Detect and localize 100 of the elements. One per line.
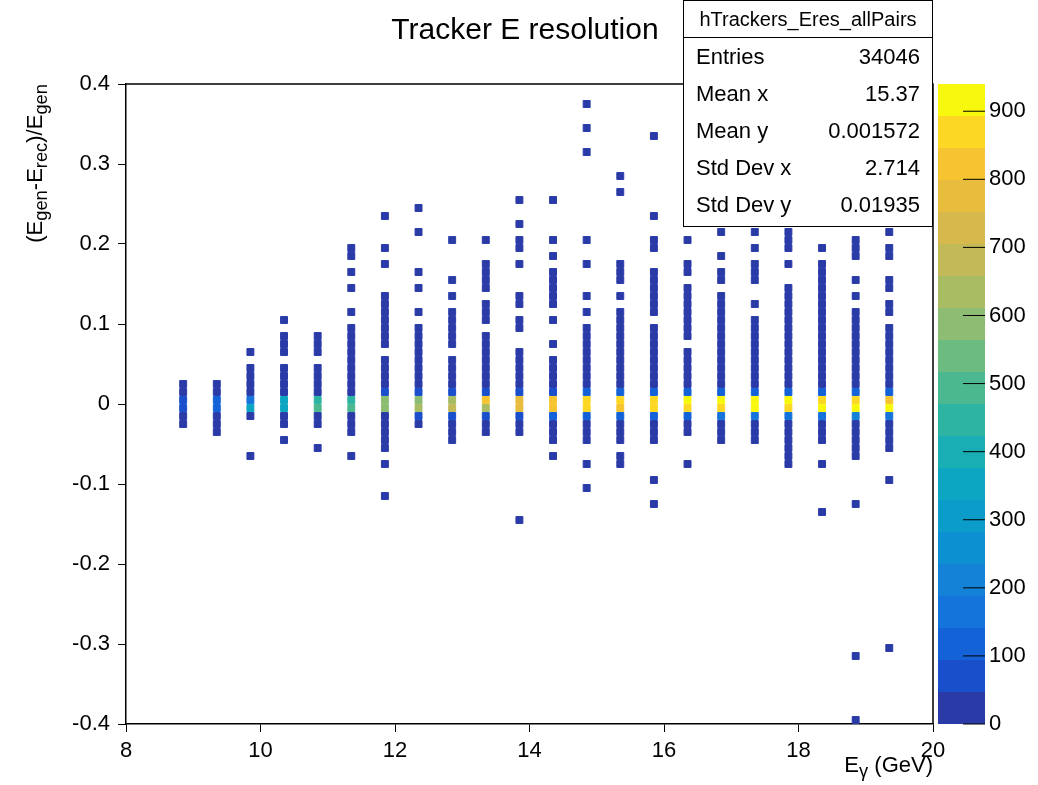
point (885, 412, 894, 420)
point (649, 476, 658, 484)
point (582, 364, 591, 372)
point (851, 356, 860, 364)
point (481, 412, 490, 420)
point (448, 428, 457, 436)
point (448, 364, 457, 372)
point (616, 428, 625, 436)
point (649, 428, 658, 436)
point (885, 244, 894, 252)
point (380, 332, 389, 340)
point (347, 420, 356, 428)
point (582, 148, 591, 156)
point (885, 284, 894, 292)
point (549, 196, 557, 204)
text: Std Dev y 0.01935 (696, 192, 920, 217)
point (784, 292, 793, 300)
point (784, 380, 793, 388)
point (280, 332, 288, 340)
point (280, 388, 288, 396)
point (481, 300, 490, 308)
point (448, 276, 457, 284)
x-tick-label: 14 (517, 737, 542, 763)
point (717, 300, 726, 308)
color-bar-label: 700 (989, 233, 1026, 259)
point (851, 380, 860, 388)
point (246, 348, 255, 356)
point (885, 324, 894, 332)
point (582, 124, 591, 132)
point (851, 428, 860, 436)
point (885, 228, 894, 236)
point (616, 356, 625, 364)
point (448, 380, 457, 388)
point (851, 500, 860, 508)
point (246, 380, 255, 388)
point (784, 396, 793, 404)
point (818, 316, 826, 324)
point (683, 236, 692, 244)
point (649, 364, 658, 372)
point (448, 308, 457, 316)
point (717, 372, 726, 380)
point (750, 348, 759, 356)
point (750, 332, 759, 340)
color-bar-label: 300 (989, 505, 1026, 531)
point (717, 388, 726, 396)
point (246, 404, 255, 412)
point (683, 420, 692, 428)
point (448, 412, 457, 420)
point (515, 316, 524, 324)
point (649, 244, 658, 252)
point (616, 420, 625, 428)
point (515, 364, 524, 372)
point (885, 420, 894, 428)
x-tick-label: 18 (786, 737, 811, 763)
y-tick-label: 0 (97, 390, 110, 416)
point (313, 396, 322, 404)
point (246, 372, 255, 380)
point (515, 388, 524, 396)
point (683, 404, 692, 412)
point (347, 412, 356, 420)
point (616, 364, 625, 372)
point (683, 284, 692, 292)
point (313, 412, 322, 420)
point (851, 332, 860, 340)
point (616, 324, 625, 332)
point (347, 372, 356, 380)
point (414, 356, 423, 364)
point (347, 428, 356, 436)
point (549, 436, 557, 444)
point (750, 228, 759, 236)
point (683, 348, 692, 356)
point (347, 332, 356, 340)
point (448, 292, 457, 300)
point (683, 428, 692, 436)
point (515, 292, 524, 300)
point (246, 388, 255, 396)
point (750, 412, 759, 420)
point (515, 380, 524, 388)
point (549, 316, 557, 324)
point (448, 340, 457, 348)
point (818, 244, 826, 252)
point (380, 260, 389, 268)
point (717, 412, 726, 420)
point (784, 236, 793, 244)
point (818, 324, 826, 332)
color-bar-label: 100 (989, 641, 1026, 667)
point (649, 284, 658, 292)
point (515, 324, 524, 332)
point (818, 356, 826, 364)
point (683, 332, 692, 340)
point (750, 396, 759, 404)
point (784, 284, 793, 292)
point (784, 412, 793, 420)
point (549, 420, 557, 428)
point (717, 276, 726, 284)
point (414, 380, 423, 388)
point (717, 428, 726, 436)
point (179, 404, 188, 412)
point (683, 308, 692, 316)
point (851, 340, 860, 348)
